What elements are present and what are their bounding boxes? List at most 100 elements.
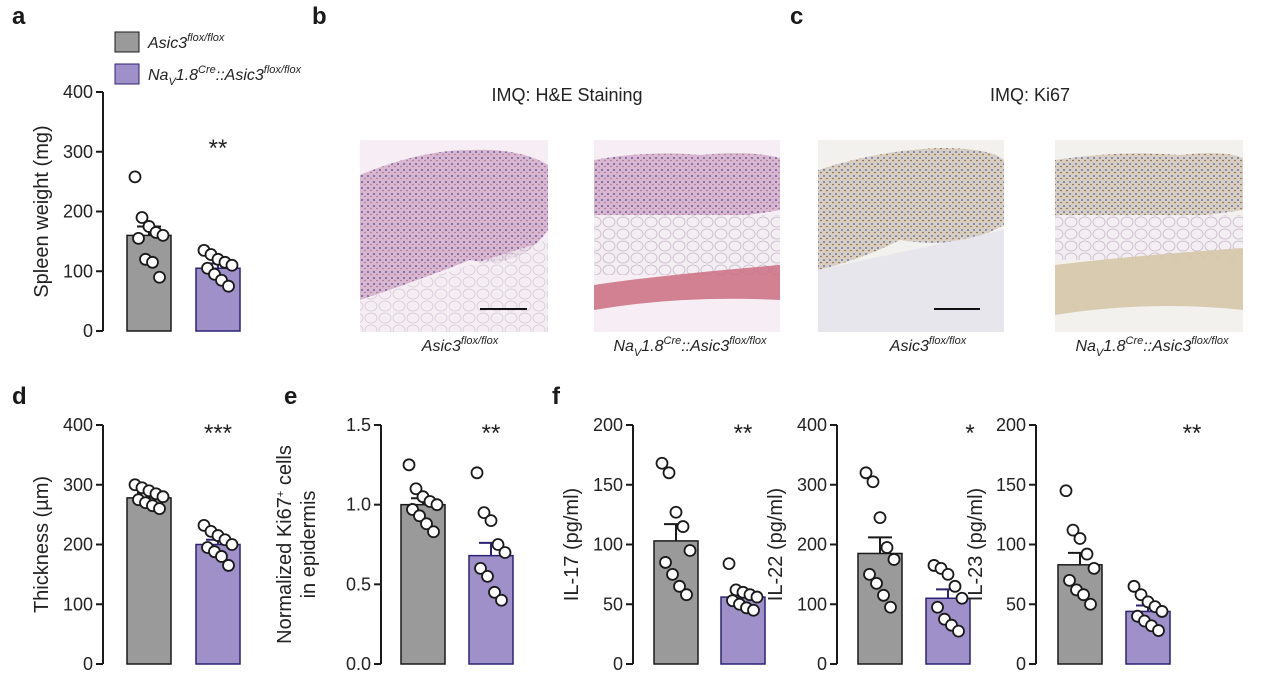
y-tick-label: 0 [817,654,827,674]
y-axis-label: Thickness (µm) [31,476,53,613]
data-point [866,475,880,489]
histology-title-ki67: IMQ: Ki67 [990,85,1070,105]
legend-label-control: Asic3flox/flox [147,32,225,52]
data-point [491,538,505,551]
histology-ki67-control [818,140,1004,332]
data-point [484,514,498,527]
data-point [1127,579,1141,593]
data-point [427,525,440,539]
data-point [498,546,512,559]
data-point [683,544,697,557]
data-point [132,231,145,245]
data-point [222,279,235,293]
y-tick-label: 100 [996,535,1026,555]
panel-letter-a: a [12,3,26,30]
data-point [225,538,239,551]
data-point [156,228,170,242]
y-tick-label: 50 [603,594,623,614]
caption-he-control: Asic3flox/flox [421,335,499,355]
histology-ki67-knockout [1055,140,1243,332]
data-point [1084,597,1097,611]
data-point [880,541,894,554]
chart-thickness: 0 100 200 300 400 Thickness (µm) *** [31,415,241,674]
y-tick-label: 100 [63,594,93,614]
data-point [474,562,487,575]
y-tick-label: 400 [797,415,827,435]
data-point [669,505,683,519]
data-point [1087,562,1101,575]
data-point [470,466,484,480]
y-tick-label: 0 [613,654,623,674]
data-point [884,600,897,614]
y-tick-label: 100 [63,261,93,281]
bar-control [126,234,172,332]
y-axis-label: Spleen weight (mg) [31,125,53,297]
data-point [955,591,969,605]
caption-he-knockout: NaV1.8Cre::Asic3flox/flox [613,335,767,359]
y-tick-label: 0 [83,321,93,341]
data-point [948,579,962,593]
data-point [135,211,149,224]
y-axis-label-line2: in epidermis [298,491,320,599]
data-point [952,624,965,638]
data-point [488,585,501,599]
histology-he-knockout [594,140,780,332]
data-point [877,588,890,602]
y-tick-label: 200 [63,202,93,222]
data-point [673,579,686,593]
y-tick-label: 200 [797,535,827,555]
y-tick-label: 100 [593,535,623,555]
y-tick-label: 300 [797,475,827,495]
data-point [859,466,873,480]
data-point [156,490,170,504]
data-point [153,502,166,516]
data-point [146,255,159,269]
data-point [655,456,669,470]
y-tick-label: 300 [63,142,93,162]
data-point [1080,547,1094,561]
data-point [481,569,494,583]
data-point [747,603,760,617]
data-point [1152,624,1165,637]
y-tick-label: 100 [797,594,827,614]
legend: Asic3flox/flox NaV1.8Cre::Asic3flox/flox [114,31,302,88]
panel-letter-f: f [552,383,561,410]
y-tick-label: 300 [63,475,93,495]
data-point [873,511,887,525]
significance-marker: *** [204,420,232,447]
data-point [153,270,166,284]
histology-he-control [360,140,548,332]
significance-marker: ** [1183,420,1202,447]
panel-letter-e: e [284,383,297,410]
y-tick-label: 200 [996,415,1026,435]
legend-swatch-knockout [114,63,140,85]
y-axis-label: Normalized Ki67+ cells [274,445,296,644]
y-tick-label: 0 [83,654,93,674]
data-point [402,458,416,472]
chart-il17: 0 50 100 150 200 IL-17 (pg/ml) ** [561,415,766,674]
data-point [680,588,693,602]
data-point [1063,573,1076,587]
data-point [750,590,764,604]
data-point [676,520,690,533]
y-tick-label: 200 [593,415,623,435]
panel-letter-b: b [312,3,327,30]
legend-swatch-control [114,31,140,53]
y-tick-label: 150 [996,475,1026,495]
y-tick-label: 0.0 [346,654,371,674]
chart-il22: 0 100 200 300 400 IL-22 (pg/ml) * [765,415,975,674]
data-point [128,170,142,184]
y-axis-label: IL-17 (pg/ml) [561,488,583,601]
data-point [931,600,944,614]
y-tick-label: 200 [63,535,93,555]
data-point [666,567,679,581]
data-point [662,466,676,480]
y-tick-label: 0.5 [346,574,371,594]
data-point [1059,484,1073,498]
caption-ki67-control: Asic3flox/flox [889,335,967,355]
y-tick-label: 150 [593,475,623,495]
data-point [1066,523,1080,537]
significance-marker: ** [482,420,501,447]
